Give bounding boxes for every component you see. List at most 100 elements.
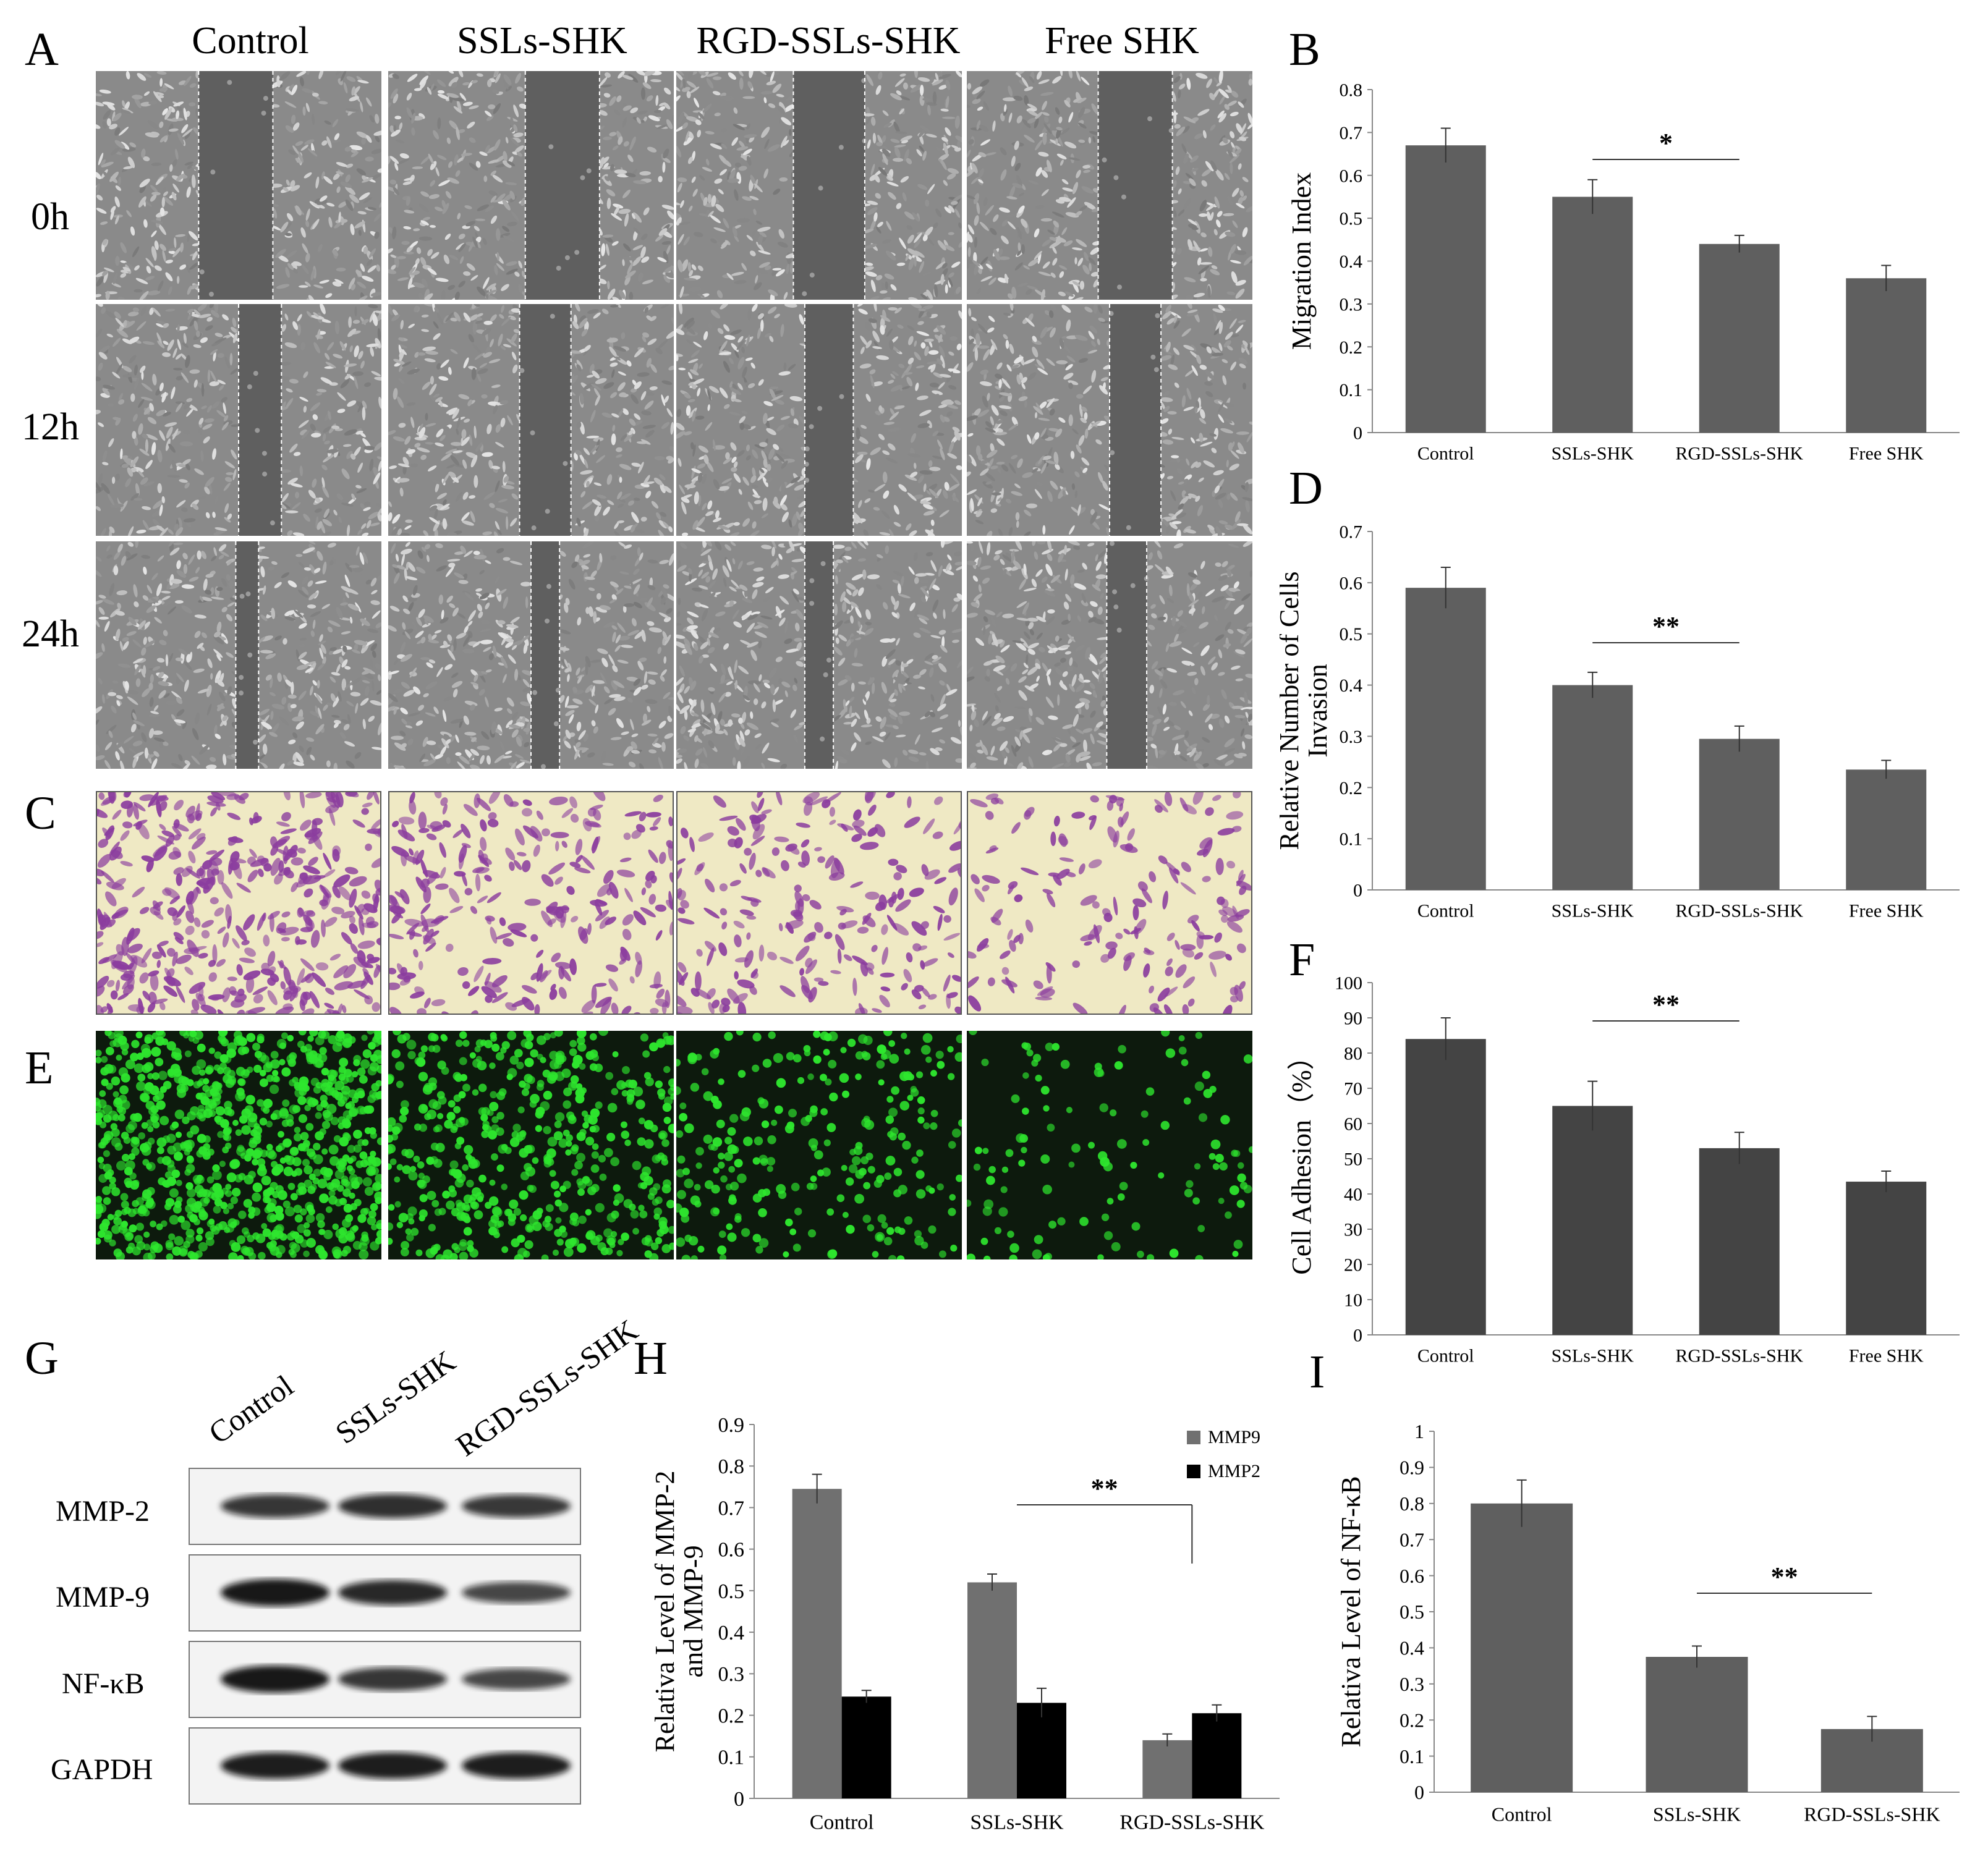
- bar: [841, 1696, 891, 1798]
- protein-label-gapdh: GAPDH: [51, 1753, 153, 1786]
- y-tick-label: 0.3: [1400, 1673, 1424, 1695]
- y-tick-label: 0.1: [1400, 1745, 1424, 1767]
- y-tick-label: 0.5: [1340, 624, 1363, 645]
- bar: [1699, 243, 1780, 433]
- y-axis-label: Relativa Level of NF-κB: [1336, 1476, 1366, 1748]
- y-tick-label: 40: [1344, 1185, 1362, 1205]
- x-tick-label: SSLs-SHK: [1552, 901, 1634, 921]
- adhesion-fluorescence-image-3: [967, 1031, 1252, 1259]
- y-tick-label: 30: [1344, 1220, 1362, 1240]
- lane-label-control: Control: [202, 1368, 300, 1451]
- x-tick-label: Control: [1417, 1346, 1474, 1366]
- panel-label-g: G: [25, 1332, 59, 1384]
- y-tick-label: 0.9: [1400, 1457, 1424, 1479]
- row-header-24h: 24h: [22, 613, 79, 655]
- blot-strip-2: [189, 1641, 581, 1718]
- adhesion-fluorescence-image-1: [388, 1031, 674, 1259]
- x-tick-label: Free SHK: [1849, 444, 1924, 464]
- wound-image-24h-1: [388, 541, 674, 769]
- x-tick-label: RGD-SSLs-SHK: [1119, 1811, 1265, 1834]
- significance-mark: **: [1091, 1473, 1118, 1504]
- bar: [1142, 1740, 1192, 1798]
- column-header-rgd-ssls-shk: RGD-SSLs-SHK: [696, 20, 961, 62]
- chart-b-migration-index: 0 0.1 0.2 0.3 0.4 0.5 0.6 0.7 0.8 Control SSLs-SHK…: [1286, 80, 1960, 464]
- y-tick-label: 100: [1335, 973, 1362, 994]
- wound-image-12h-1: [388, 304, 674, 536]
- y-tick-label: 0: [1353, 881, 1362, 901]
- wound-image-24h-2: [676, 541, 962, 769]
- y-tick-label: 0: [1353, 1326, 1362, 1346]
- wound-image-0h-1: [388, 71, 674, 300]
- wound-image-12h-2: [676, 304, 962, 536]
- protein-label-mmp2: MMP-2: [56, 1495, 150, 1528]
- blot-strip-1: [189, 1554, 581, 1632]
- y-tick-label: 0.4: [1340, 675, 1363, 696]
- x-tick-label: SSLs-SHK: [1653, 1803, 1741, 1825]
- significance-mark: *: [1659, 128, 1673, 158]
- y-tick-label: 80: [1344, 1044, 1362, 1064]
- y-tick-label: 0.5: [718, 1580, 745, 1603]
- y-axis-label: and MMP-9: [678, 1546, 708, 1678]
- panel-label-b: B: [1289, 23, 1320, 75]
- panel-label-c: C: [25, 787, 56, 839]
- y-tick-label: 0.4: [1340, 252, 1363, 272]
- bar: [1017, 1703, 1066, 1798]
- invasion-stain-image-2: [676, 791, 962, 1015]
- wound-image-0h-0: [96, 71, 381, 300]
- y-tick-label: 0.2: [718, 1704, 745, 1727]
- y-tick-label: 10: [1344, 1290, 1362, 1311]
- bar: [1846, 278, 1927, 433]
- bar: [967, 1582, 1017, 1798]
- x-tick-label: Free SHK: [1849, 901, 1924, 921]
- y-axis-label: Relativa Level of MMP-2: [650, 1471, 680, 1753]
- row-header-12h: 12h: [22, 406, 79, 448]
- y-tick-label: 0.3: [1340, 727, 1363, 747]
- x-tick-label: Control: [810, 1811, 874, 1834]
- y-tick-label: 0.4: [718, 1622, 745, 1644]
- y-tick-label: 20: [1344, 1255, 1362, 1276]
- invasion-stain-image-3: [967, 791, 1252, 1015]
- significance-mark: **: [1771, 1562, 1798, 1592]
- y-tick-label: 0.2: [1400, 1709, 1424, 1731]
- y-tick-label: 0.8: [1400, 1492, 1424, 1515]
- legend-label: MMP9: [1208, 1427, 1260, 1447]
- chart-d-invasion: 0 0.1 0.2 0.3 0.4 0.5 0.6 0.7 Control SSLs-SHK RGD…: [1280, 522, 1960, 921]
- significance-mark: **: [1652, 989, 1680, 1020]
- y-tick-label: 0.1: [1340, 380, 1363, 400]
- wound-image-24h-3: [967, 541, 1252, 769]
- column-header-free-shk: Free SHK: [1045, 20, 1199, 62]
- wound-image-24h-0: [96, 541, 381, 769]
- y-tick-label: 0.5: [1340, 209, 1363, 229]
- y-tick-label: 0.7: [718, 1497, 745, 1520]
- blot-strip-3: [189, 1727, 581, 1805]
- bar: [792, 1489, 842, 1798]
- x-tick-label: RGD-SSLs-SHK: [1804, 1803, 1940, 1825]
- bar: [1846, 1182, 1927, 1335]
- wound-image-0h-3: [967, 71, 1252, 300]
- invasion-stain-image-1: [388, 791, 674, 1015]
- y-tick-label: 0.6: [1340, 573, 1363, 593]
- legend-swatch: [1187, 1465, 1200, 1478]
- y-axis-label: Migration Index: [1286, 172, 1317, 350]
- protein-label-nfkb: NF-κB: [62, 1667, 145, 1700]
- x-tick-label: Free SHK: [1849, 1346, 1924, 1366]
- panel-label-i: I: [1309, 1346, 1325, 1398]
- panel-label-a: A: [25, 23, 59, 75]
- row-header-0h: 0h: [31, 196, 69, 238]
- significance-mark: **: [1652, 611, 1680, 641]
- adhesion-fluorescence-image-0: [96, 1031, 381, 1259]
- y-tick-label: 0.1: [718, 1746, 745, 1769]
- bar: [1405, 1039, 1486, 1335]
- panel-label-e: E: [25, 1042, 54, 1094]
- bar: [1552, 685, 1633, 890]
- bar: [1192, 1713, 1242, 1798]
- y-axis-label: Invasion: [1302, 664, 1333, 758]
- y-tick-label: 0.6: [1340, 166, 1363, 186]
- chart-i-nfkb: 0 0.1 0.2 0.3 0.4 0.5 0.6 0.7 0.8 0.9 1 Control SSLs…: [1336, 1420, 1960, 1825]
- bar: [1552, 197, 1633, 433]
- x-tick-label: Control: [1417, 444, 1474, 464]
- y-tick-label: 0.2: [1340, 778, 1363, 798]
- y-tick-label: 70: [1344, 1079, 1362, 1099]
- bar: [1699, 739, 1780, 890]
- x-tick-label: SSLs-SHK: [1552, 444, 1634, 464]
